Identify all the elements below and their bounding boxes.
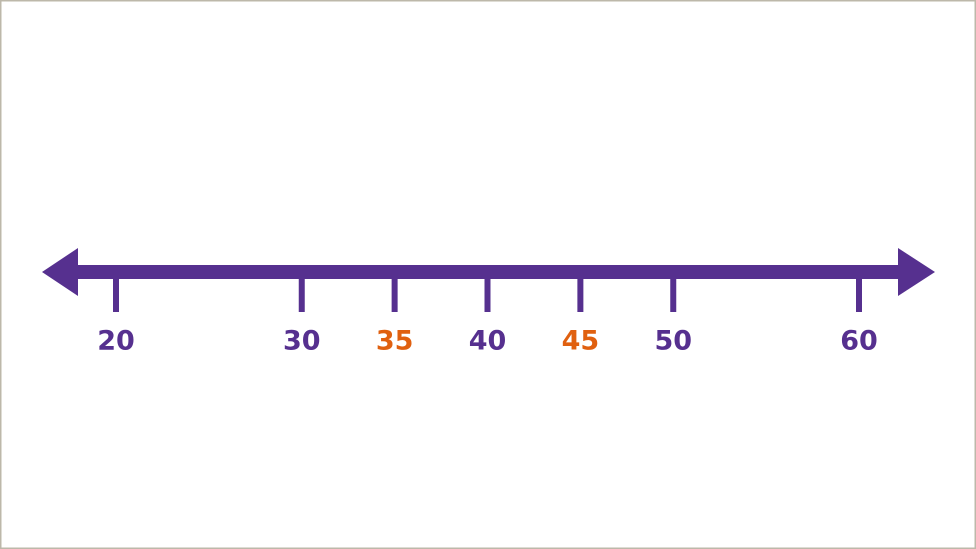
- tick-mark: [484, 272, 491, 312]
- tick-label: 60: [840, 326, 878, 357]
- tick-label: 30: [283, 326, 321, 357]
- tick-mark: [391, 272, 398, 312]
- tick-label: 35: [376, 326, 414, 357]
- tick-mark: [856, 272, 862, 312]
- tick-label: 50: [654, 326, 692, 357]
- left-arrow: [42, 248, 78, 296]
- tick-mark: [577, 272, 584, 312]
- right-arrow: [898, 248, 935, 296]
- tick-mark: [298, 272, 305, 312]
- tick-mark: [670, 272, 677, 312]
- tick-label: 45: [562, 326, 600, 357]
- tick-label: 20: [97, 326, 135, 357]
- tick-mark: [113, 272, 119, 312]
- tick-label: 40: [469, 326, 507, 357]
